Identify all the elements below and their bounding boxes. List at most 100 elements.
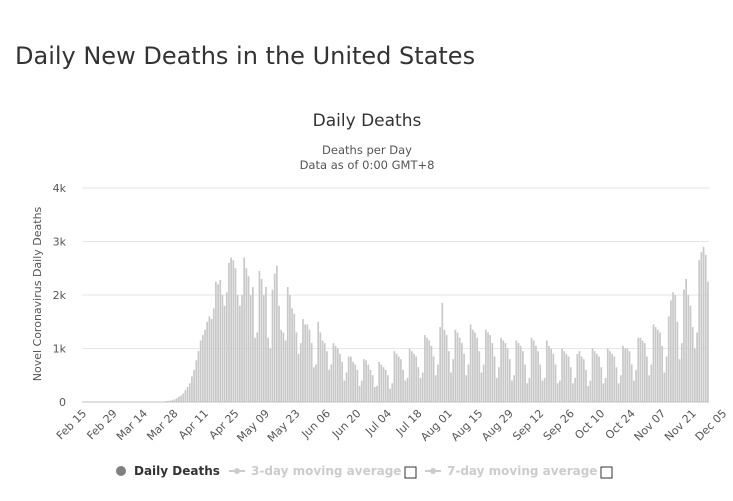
bar[interactable]: [199, 340, 202, 402]
bar[interactable]: [604, 377, 607, 402]
bar[interactable]: [506, 348, 509, 403]
bar[interactable]: [393, 351, 396, 402]
bar[interactable]: [343, 380, 346, 402]
bar[interactable]: [667, 316, 670, 402]
bar[interactable]: [511, 380, 513, 402]
bar-series-daily-deaths[interactable]: [151, 246, 709, 403]
bar[interactable]: [467, 364, 470, 402]
bar[interactable]: [225, 292, 228, 402]
bar[interactable]: [513, 375, 515, 402]
bar[interactable]: [447, 351, 450, 402]
bar[interactable]: [643, 343, 646, 402]
bar[interactable]: [528, 377, 531, 402]
bar[interactable]: [404, 380, 407, 402]
bar[interactable]: [391, 383, 394, 402]
bar[interactable]: [552, 353, 555, 402]
bar[interactable]: [232, 260, 235, 402]
bar[interactable]: [522, 351, 524, 402]
bar[interactable]: [265, 286, 267, 402]
bar[interactable]: [356, 369, 359, 402]
bar[interactable]: [260, 278, 263, 402]
bar[interactable]: [689, 305, 692, 402]
bar[interactable]: [256, 332, 259, 402]
bar[interactable]: [450, 372, 452, 402]
bar[interactable]: [365, 360, 367, 402]
bar[interactable]: [371, 375, 374, 402]
bar[interactable]: [574, 377, 576, 402]
bar[interactable]: [397, 356, 400, 402]
bar[interactable]: [167, 400, 169, 402]
bar[interactable]: [267, 337, 269, 402]
bar[interactable]: [221, 295, 224, 402]
legend-item-3-day-average[interactable]: 3-day moving average: [229, 464, 417, 479]
bar[interactable]: [600, 367, 603, 402]
bar[interactable]: [347, 356, 350, 402]
bar[interactable]: [215, 281, 217, 403]
bar[interactable]: [376, 385, 378, 402]
bar[interactable]: [515, 340, 518, 402]
bar[interactable]: [683, 289, 685, 402]
bar[interactable]: [395, 353, 398, 402]
bar[interactable]: [276, 265, 278, 402]
bar[interactable]: [445, 335, 448, 403]
bar[interactable]: [195, 360, 198, 402]
bar[interactable]: [572, 383, 574, 402]
bar[interactable]: [491, 343, 494, 402]
bar[interactable]: [415, 356, 418, 402]
bar[interactable]: [461, 343, 463, 402]
bar[interactable]: [332, 343, 335, 402]
bar[interactable]: [219, 280, 222, 402]
bar[interactable]: [245, 268, 248, 402]
bar[interactable]: [563, 351, 566, 402]
bar[interactable]: [535, 345, 537, 402]
bar[interactable]: [606, 348, 609, 403]
bar[interactable]: [373, 387, 376, 402]
bar[interactable]: [648, 375, 650, 402]
bar[interactable]: [206, 321, 209, 402]
bar[interactable]: [619, 375, 622, 402]
bar[interactable]: [672, 292, 674, 402]
bar[interactable]: [430, 345, 433, 402]
bar[interactable]: [593, 351, 596, 402]
bar[interactable]: [278, 305, 280, 402]
bar[interactable]: [241, 295, 243, 402]
bar[interactable]: [293, 313, 296, 402]
bar[interactable]: [596, 353, 598, 402]
bar[interactable]: [308, 329, 311, 402]
bar[interactable]: [537, 351, 539, 402]
bar[interactable]: [685, 278, 687, 402]
bar[interactable]: [602, 383, 605, 402]
bar[interactable]: [217, 284, 219, 402]
bar[interactable]: [328, 369, 330, 402]
bar[interactable]: [330, 364, 333, 402]
bar[interactable]: [615, 367, 618, 402]
bar[interactable]: [254, 337, 256, 402]
bar[interactable]: [310, 343, 313, 402]
bar[interactable]: [421, 372, 424, 402]
bar[interactable]: [485, 329, 487, 402]
bar[interactable]: [539, 364, 542, 402]
legend-item-7-day-average[interactable]: 7-day moving average: [425, 464, 613, 479]
bar[interactable]: [171, 400, 174, 402]
bar[interactable]: [663, 372, 666, 402]
bar[interactable]: [580, 356, 583, 402]
bar[interactable]: [661, 345, 664, 402]
bar[interactable]: [500, 337, 502, 402]
bar[interactable]: [360, 380, 363, 402]
bar[interactable]: [674, 295, 677, 402]
bar[interactable]: [489, 335, 492, 403]
bar[interactable]: [465, 375, 468, 402]
bar[interactable]: [676, 321, 679, 402]
bar[interactable]: [498, 367, 500, 402]
bar[interactable]: [641, 340, 644, 402]
bar[interactable]: [367, 364, 370, 402]
bar[interactable]: [665, 356, 668, 402]
bar[interactable]: [210, 319, 213, 402]
bar[interactable]: [341, 361, 344, 403]
bar[interactable]: [358, 385, 361, 402]
bar[interactable]: [304, 324, 306, 402]
bar[interactable]: [452, 359, 455, 402]
bar[interactable]: [432, 356, 435, 402]
bar[interactable]: [413, 353, 415, 402]
bar[interactable]: [656, 329, 659, 402]
